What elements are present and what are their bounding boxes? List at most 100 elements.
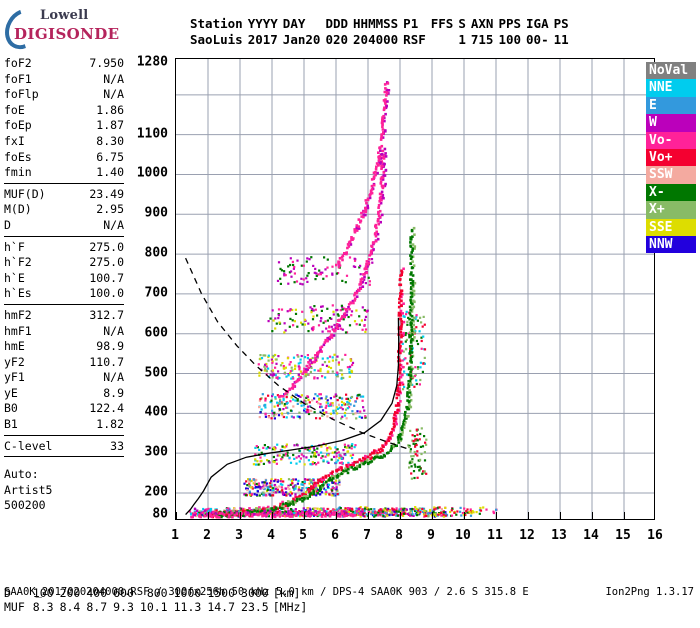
param-key: M(D)	[4, 202, 32, 217]
auto-line-0: Auto:	[4, 467, 39, 482]
legend-item-X[interactable]: X-	[646, 183, 696, 202]
param-row-MUFD: MUF(D) 23.49	[4, 187, 124, 203]
d-value: 1500	[207, 586, 236, 600]
d-row-label: D	[4, 586, 11, 600]
y-tick-major	[175, 135, 176, 136]
d-value: 1000	[173, 586, 202, 600]
header-val-HHMMSS: 204000	[353, 32, 399, 47]
y-tick-minor	[175, 85, 176, 86]
header-col-Station: Station	[190, 16, 243, 31]
legend-item-Vo[interactable]: Vo+	[646, 148, 696, 167]
y-tick-minor	[175, 165, 176, 166]
x-tick-major	[240, 512, 241, 519]
header-col-IGA: IGA	[526, 16, 549, 31]
muf-value: 23.5	[241, 600, 269, 614]
param-key: foF1	[4, 71, 32, 86]
muf-unit: [MHz]	[272, 600, 308, 614]
y-tick-minor	[175, 234, 176, 235]
param-spacer	[4, 460, 124, 467]
header-val-DAY: Jan20	[282, 32, 321, 47]
ionogram-plot-area[interactable]	[175, 58, 655, 520]
y-tick-major	[175, 334, 176, 335]
plot-canvas[interactable]	[175, 58, 655, 520]
header-val-YYYY: 2017	[247, 32, 278, 47]
x-tick-major	[176, 512, 177, 519]
param-row-fxI: fxI 8.30	[4, 134, 124, 150]
param-key: yE	[4, 385, 18, 400]
legend-item-SSE[interactable]: SSE	[646, 218, 696, 236]
param-key: B0	[4, 401, 18, 416]
param-key: yF2	[4, 354, 25, 369]
header-col-AXN: AXN	[470, 16, 494, 31]
legend-item-Vo[interactable]: Vo-	[646, 131, 696, 149]
y-tick-minor	[175, 433, 176, 434]
y-tick-minor	[175, 145, 176, 146]
y-tick-major	[175, 214, 176, 215]
grid-lines	[176, 59, 654, 519]
x-tick-major	[464, 512, 465, 519]
param-value: N/A	[103, 370, 124, 385]
y-tick-minor	[175, 393, 176, 394]
param-value: 1.87	[96, 118, 124, 133]
legend-item-SSW[interactable]: SSW	[646, 166, 696, 184]
legend-item-X[interactable]: X+	[646, 201, 696, 219]
y-tick-minor	[175, 507, 176, 508]
legend-item-NNE[interactable]: NNE	[646, 79, 696, 97]
param-key: foEp	[4, 118, 32, 133]
param-row-hEs: h`Es 100.0	[4, 286, 124, 302]
param-key: hmE	[4, 339, 25, 354]
x-tick-label-11: 11	[487, 528, 503, 543]
y-tick-minor	[175, 125, 176, 126]
x-tick-major	[208, 512, 209, 519]
y-tick-label-200: 200	[144, 484, 168, 500]
y-tick-minor	[175, 403, 176, 404]
y-tick-label-1100: 1100	[136, 126, 168, 142]
y-tick-minor	[175, 194, 176, 195]
param-key: h`Es	[4, 286, 32, 301]
param-divider	[4, 182, 124, 184]
param-value: 6.75	[96, 149, 124, 164]
param-value: 2.95	[96, 202, 124, 217]
y-tick-major	[175, 413, 176, 414]
header-col-HHMMSS: HHMMSS	[353, 16, 399, 31]
x-tick-label-3: 3	[235, 528, 243, 543]
y-tick-minor	[175, 75, 176, 76]
param-value: 1.86	[96, 102, 124, 117]
param-value: 8.9	[103, 385, 124, 400]
legend-item-NoVal[interactable]: NoVal	[646, 62, 696, 80]
param-row-hmF1: hmF1 N/A	[4, 324, 124, 340]
header-val-IGA: 00-	[526, 32, 549, 47]
y-tick-major	[175, 294, 176, 295]
param-key: hmF2	[4, 307, 32, 322]
muf-value: 8.4	[59, 600, 81, 614]
legend-item-E[interactable]: E	[646, 96, 696, 115]
x-tick-label-15: 15	[615, 528, 631, 543]
param-key: C-level	[4, 438, 53, 453]
x-tick-label-4: 4	[267, 528, 275, 543]
param-value: 110.7	[89, 354, 124, 369]
x-tick-major	[432, 512, 433, 519]
param-row-fmin: fmin 1.40	[4, 165, 124, 181]
y-tick-label-800: 800	[144, 245, 168, 261]
y-tick-major	[175, 453, 176, 454]
param-value: N/A	[103, 87, 124, 102]
x-tick-major	[368, 512, 369, 519]
legend-item-NNW[interactable]: NNW	[646, 235, 696, 254]
param-key: h`F2	[4, 255, 32, 270]
param-row-hmF2: hmF2 312.7	[4, 308, 124, 324]
polarization-legend[interactable]: NoVal NNE E W Vo- Vo+ SSW X- X+ SSE NNW	[646, 62, 696, 254]
plot-svg	[176, 59, 654, 519]
param-value: 275.0	[89, 239, 124, 254]
x-tick-label-7: 7	[363, 528, 371, 543]
header-val-DDD: 020	[325, 32, 349, 47]
legend-item-W[interactable]: W	[646, 114, 696, 132]
y-tick-minor	[175, 443, 176, 444]
header-col-PS: PS	[553, 16, 569, 31]
param-divider	[4, 235, 124, 237]
param-row-B0: B0 122.4	[4, 401, 124, 417]
y-tick-minor	[175, 463, 176, 464]
y-axis-labels: 80 200 300 400 500 600 700 800 900 1000 1100 1280	[128, 55, 172, 522]
y-tick-minor	[175, 364, 176, 365]
x-tick-label-12: 12	[519, 528, 535, 543]
y-tick-minor	[175, 314, 176, 315]
